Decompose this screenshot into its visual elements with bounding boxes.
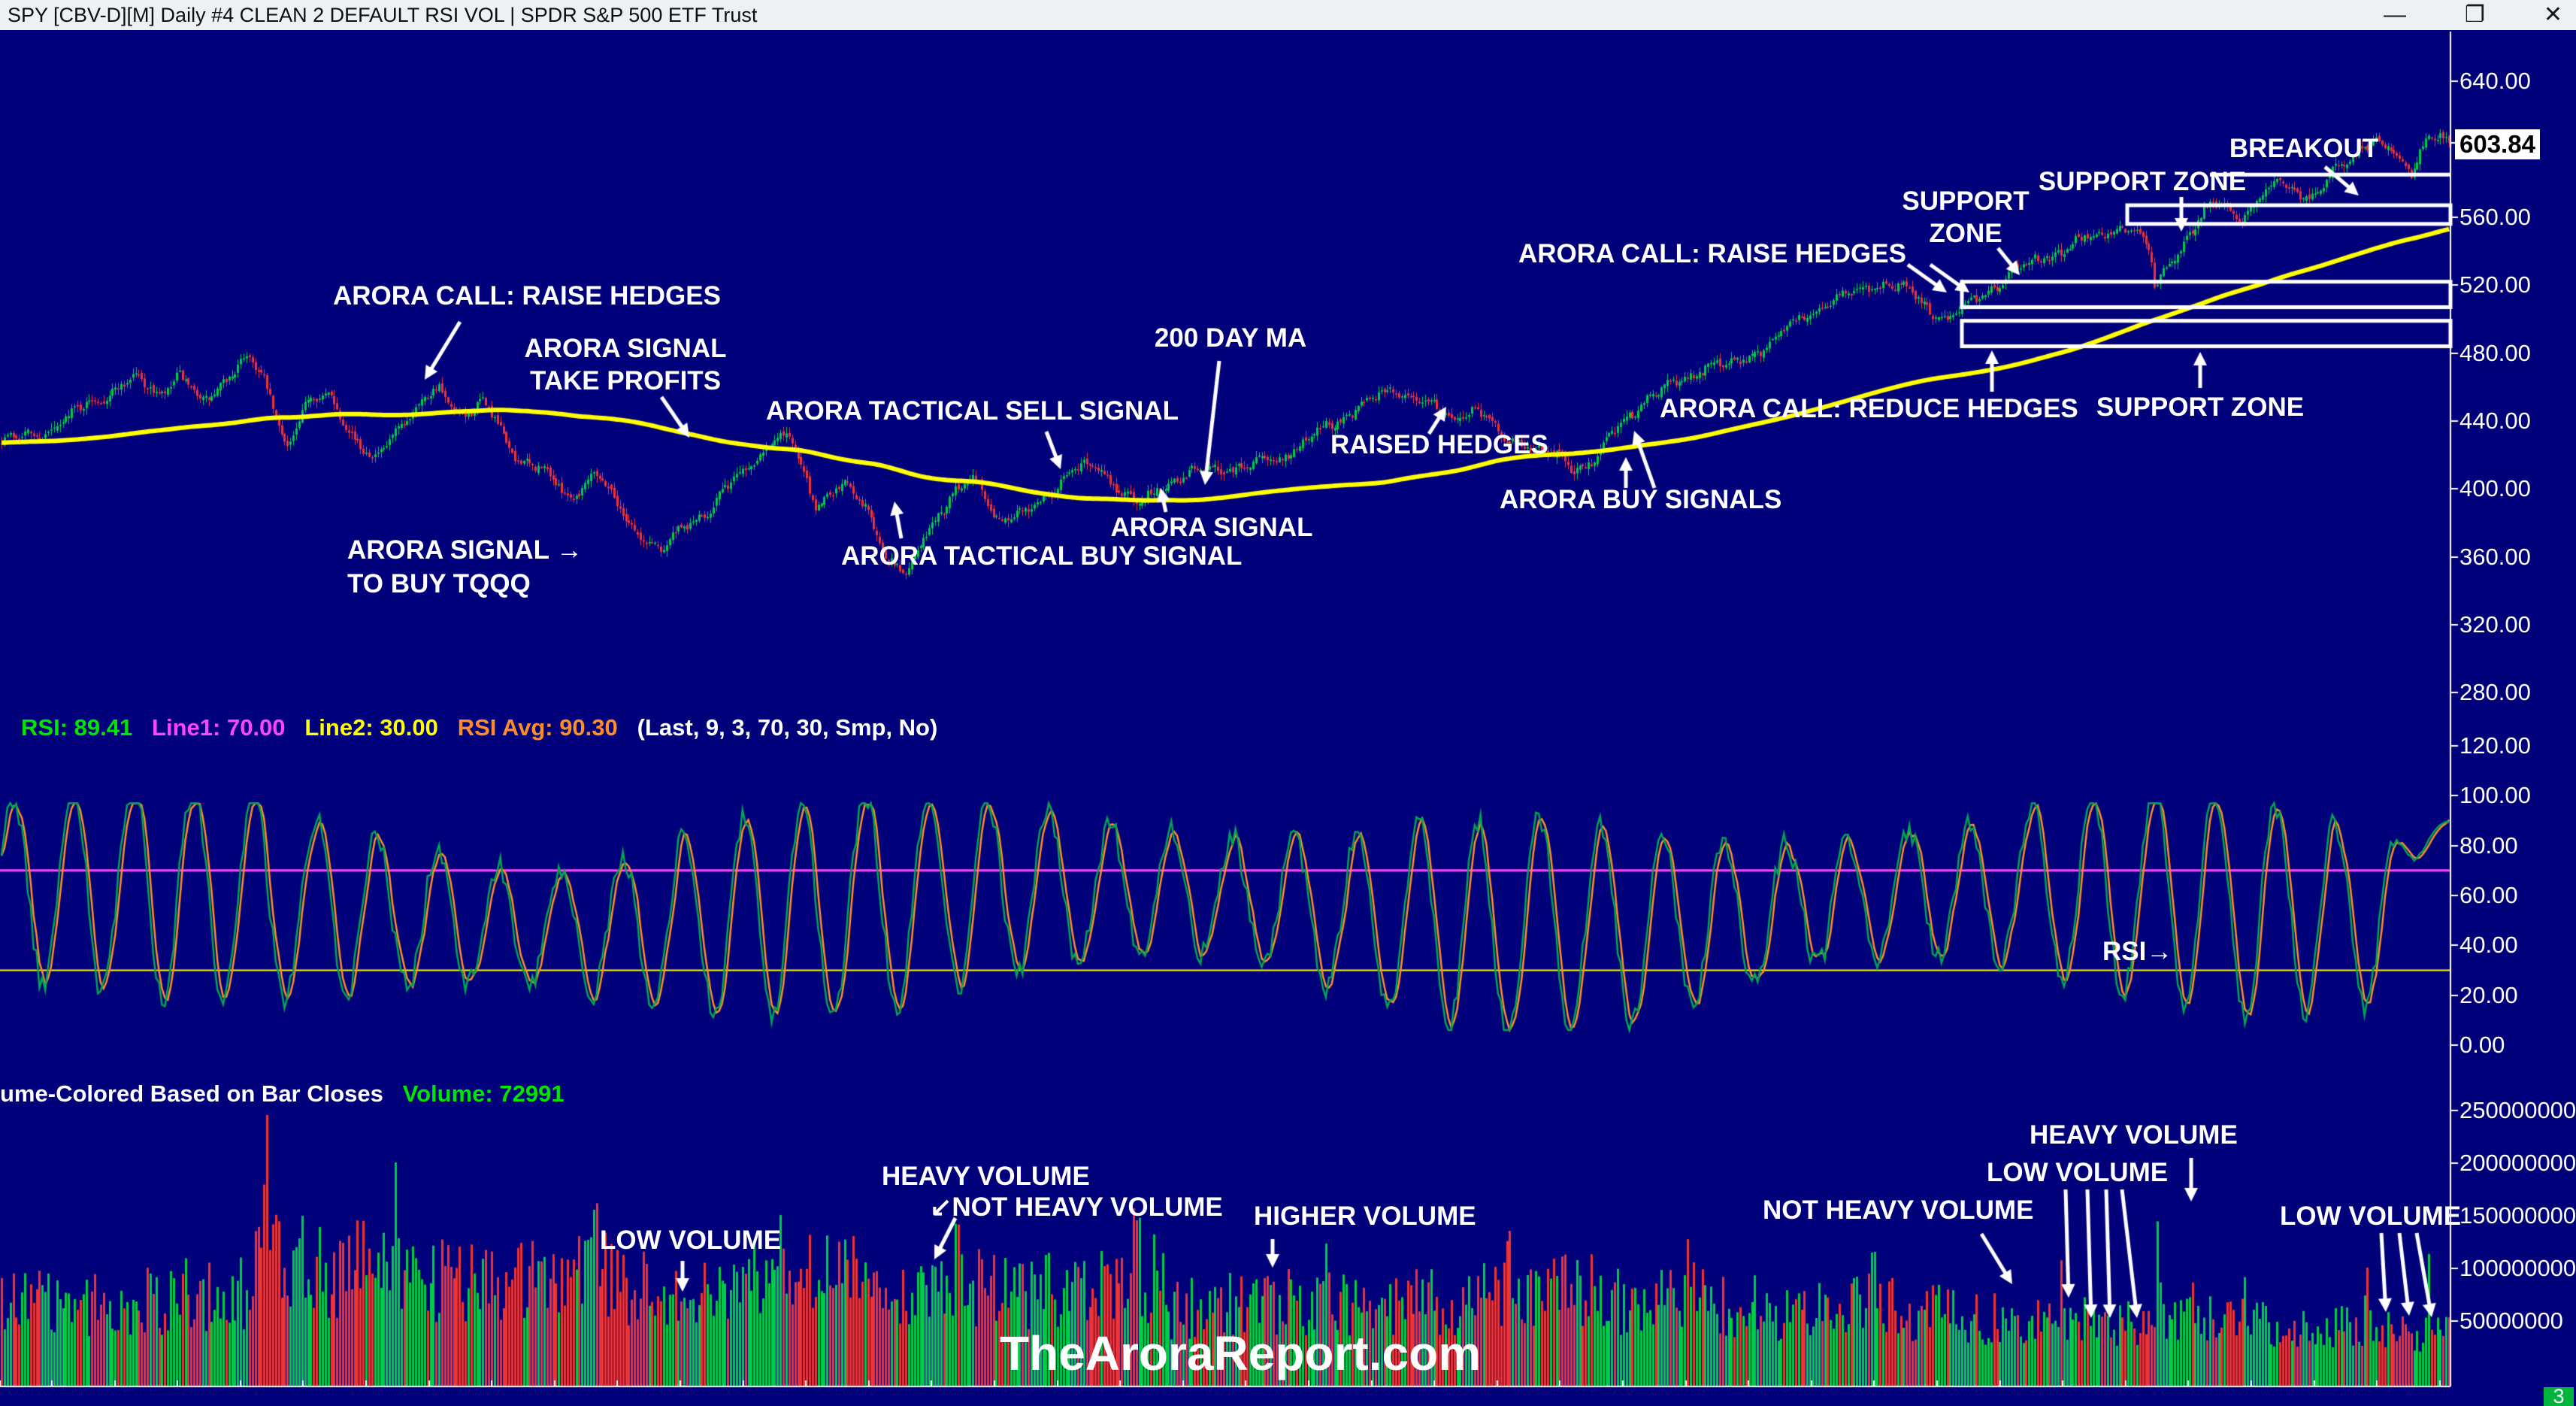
support-zone-two-line-2: ZONE xyxy=(1929,219,2002,248)
arora-call-raise-hedges-left: ARORA CALL: RAISE HEDGES xyxy=(333,281,721,311)
window-title: SPY [CBV-D][M] Daily #4 CLEAN 2 DEFAULT … xyxy=(8,3,758,26)
axis-tick-label: 440.00 xyxy=(2459,408,2531,434)
arora-call-raise-hedges-right: ARORA CALL: RAISE HEDGES xyxy=(1518,239,1906,268)
higher-volume: HIGHER VOLUME xyxy=(1254,1201,1476,1231)
arora-buy-signals: ARORA BUY SIGNALS xyxy=(1500,485,1782,514)
low-volume-left: LOW VOLUME xyxy=(600,1226,782,1255)
rsi-line2-value: Line2: 30.00 xyxy=(304,714,438,741)
volume-study-label: ume-Colored Based on Bar Closes xyxy=(0,1080,383,1107)
axis-tick-label: 400.00 xyxy=(2459,475,2531,501)
arora-call-reduce-hedges: ARORA CALL: REDUCE HEDGES xyxy=(1660,394,2078,423)
200-day-ma: 200 DAY MA xyxy=(1154,323,1307,353)
arora-tactical-buy-signal: ARORA TACTICAL BUY SIGNAL xyxy=(841,541,1243,571)
maximize-button[interactable]: ❐ xyxy=(2464,2,2485,27)
rsi-pointer: RSI→ xyxy=(2102,937,2173,966)
axis-tick-label: 280.00 xyxy=(2459,679,2531,705)
arora-signal-take-profits-2: TAKE PROFITS xyxy=(529,366,722,395)
axis-tick-label: 250000000 xyxy=(2459,1097,2576,1123)
axis-tick-label: 100.00 xyxy=(2459,782,2531,808)
arora-signal-mid: ARORA SIGNAL xyxy=(1110,513,1313,542)
axis-tick-label: 560.00 xyxy=(2459,204,2531,230)
volume-study-header: ume-Colored Based on Bar Closes Volume: … xyxy=(0,1080,565,1108)
rsi-value: RSI: 89.41 xyxy=(21,714,133,741)
arora-tactical-sell-signal: ARORA TACTICAL SELL SIGNAL xyxy=(766,396,1179,426)
support-zone-two-line-1: SUPPORT xyxy=(1902,186,2030,216)
minimize-button[interactable]: — xyxy=(2383,2,2406,27)
arora-signal-line1: ARORA SIGNAL → xyxy=(347,535,583,565)
volume-value: Volume: 72991 xyxy=(402,1080,565,1107)
rsi-params: (Last, 9, 3, 70, 30, Smp, No) xyxy=(637,714,938,741)
arora-signal-line2: TO BUY TQQQ xyxy=(347,569,531,598)
low-volume-far-right: LOW VOLUME xyxy=(2280,1201,2462,1231)
not-heavy-volume-right: NOT HEAVY VOLUME xyxy=(1763,1195,2034,1225)
axis-tick-label: 360.00 xyxy=(2459,544,2531,570)
arora-report-watermark: TheAroraReport.com xyxy=(1000,1326,1482,1380)
axis-tick-label: 150000000 xyxy=(2459,1202,2576,1229)
rsi-line1-value: Line1: 70.00 xyxy=(152,714,286,741)
arora-signal-take-profits-1: ARORA SIGNAL xyxy=(524,334,727,363)
window-controls: — ❐ ✕ xyxy=(2384,0,2562,30)
axis-tick-label: 40.00 xyxy=(2459,932,2518,958)
window-titlebar: SPY [CBV-D][M] Daily #4 CLEAN 2 DEFAULT … xyxy=(0,0,2576,30)
raised-hedges: RAISED HEDGES xyxy=(1330,430,1548,459)
breakout: BREAKOUT xyxy=(2229,134,2379,163)
axis-tick-label: 80.00 xyxy=(2459,832,2518,859)
heavy-volume-mid: HEAVY VOLUME xyxy=(882,1162,1090,1191)
last-price-tag: 603.84 xyxy=(2455,129,2540,159)
support-zone-bottom: SUPPORT ZONE xyxy=(2096,392,2305,422)
axis-tick-label: 60.00 xyxy=(2459,882,2518,908)
not-heavy-volume-mid: ↙NOT HEAVY VOLUME xyxy=(930,1192,1223,1222)
low-volume-right: LOW VOLUME xyxy=(1987,1158,2169,1187)
axis-tick-label: 200000000 xyxy=(2459,1150,2576,1176)
axis-tick-label: 480.00 xyxy=(2459,340,2531,366)
axis-tick-label: 520.00 xyxy=(2459,271,2531,298)
axis-tick-label: 50000000 xyxy=(2459,1308,2563,1334)
heavy-volume-right: HEAVY VOLUME xyxy=(2030,1120,2238,1150)
close-button[interactable]: ✕ xyxy=(2543,2,2562,27)
axis-tick-label: 120.00 xyxy=(2459,732,2531,759)
page-number-badge[interactable]: 3 xyxy=(2544,1386,2574,1406)
rsi-avg-value: RSI Avg: 90.30 xyxy=(457,714,618,741)
axis-tick-label: 0.00 xyxy=(2459,1032,2505,1058)
rsi-study-header: RSI: 89.41 Line1: 70.00 Line2: 30.00 RSI… xyxy=(21,714,937,741)
axis-tick-label: 640.00 xyxy=(2459,68,2531,94)
support-zone-upper: SUPPORT ZONE xyxy=(2038,167,2247,196)
axis-tick-label: 100000000 xyxy=(2459,1255,2576,1281)
axis-tick-label: 20.00 xyxy=(2459,982,2518,1008)
axis-tick-label: 320.00 xyxy=(2459,611,2531,638)
